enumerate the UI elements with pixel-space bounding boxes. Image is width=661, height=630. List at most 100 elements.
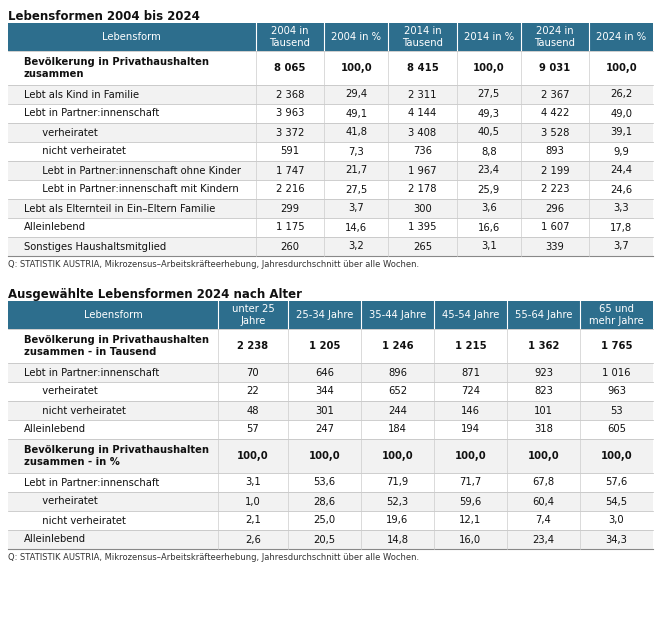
Text: 49,0: 49,0 xyxy=(610,108,632,118)
Text: 41,8: 41,8 xyxy=(345,127,368,137)
Text: 646: 646 xyxy=(315,367,334,377)
Text: 1 246: 1 246 xyxy=(381,341,413,351)
Text: 55-64 Jahre: 55-64 Jahre xyxy=(515,310,572,320)
Text: Ausgewählte Lebensformen 2024 nach Alter: Ausgewählte Lebensformen 2024 nach Alter xyxy=(8,288,302,301)
Text: 9,9: 9,9 xyxy=(613,147,629,156)
Bar xyxy=(8,530,653,549)
Text: Lebt in Partner:innenschaft mit Kindern: Lebt in Partner:innenschaft mit Kindern xyxy=(36,185,239,195)
Text: 1 607: 1 607 xyxy=(541,222,569,232)
Text: Lebt in Partner:innenschaft: Lebt in Partner:innenschaft xyxy=(24,108,159,118)
Text: 53,6: 53,6 xyxy=(313,478,335,488)
Text: verheiratet: verheiratet xyxy=(36,127,98,137)
Text: 3,1: 3,1 xyxy=(245,478,261,488)
Text: Lebt in Partner:innenschaft: Lebt in Partner:innenschaft xyxy=(24,367,159,377)
Text: 14,8: 14,8 xyxy=(387,534,408,544)
Text: Lebensform: Lebensform xyxy=(102,32,161,42)
Bar xyxy=(8,23,653,51)
Text: 1 016: 1 016 xyxy=(602,367,631,377)
Text: 247: 247 xyxy=(315,425,334,435)
Text: Bevölkerung in Privathaushalten
zusammen - in %: Bevölkerung in Privathaushalten zusammen… xyxy=(24,445,209,467)
Text: 100,0: 100,0 xyxy=(455,451,486,461)
Text: 60,4: 60,4 xyxy=(533,496,555,507)
Text: 28,6: 28,6 xyxy=(313,496,335,507)
Bar xyxy=(8,142,653,161)
Text: 14,6: 14,6 xyxy=(345,222,368,232)
Bar xyxy=(8,180,653,199)
Text: 57: 57 xyxy=(247,425,259,435)
Text: 3,7: 3,7 xyxy=(348,203,364,214)
Text: 296: 296 xyxy=(545,203,564,214)
Text: nicht verheiratet: nicht verheiratet xyxy=(36,515,126,525)
Text: 893: 893 xyxy=(545,147,564,156)
Text: 59,6: 59,6 xyxy=(459,496,482,507)
Text: 3,7: 3,7 xyxy=(613,241,629,251)
Text: 3 408: 3 408 xyxy=(408,127,436,137)
Text: Alleinlebend: Alleinlebend xyxy=(24,222,86,232)
Text: 24,4: 24,4 xyxy=(610,166,632,176)
Text: 16,0: 16,0 xyxy=(459,534,481,544)
Text: Lebt als Kind in Familie: Lebt als Kind in Familie xyxy=(24,89,139,100)
Text: 2 223: 2 223 xyxy=(541,185,569,195)
Text: 27,5: 27,5 xyxy=(345,185,368,195)
Text: 823: 823 xyxy=(534,386,553,396)
Text: 101: 101 xyxy=(534,406,553,416)
Bar xyxy=(8,473,653,492)
Text: 40,5: 40,5 xyxy=(478,127,500,137)
Text: 652: 652 xyxy=(388,386,407,396)
Text: Alleinlebend: Alleinlebend xyxy=(24,534,86,544)
Text: 2 178: 2 178 xyxy=(408,185,437,195)
Text: 100,0: 100,0 xyxy=(237,451,269,461)
Text: 70: 70 xyxy=(247,367,259,377)
Text: 591: 591 xyxy=(280,147,299,156)
Text: 100,0: 100,0 xyxy=(605,63,637,73)
Text: 35-44 Jahre: 35-44 Jahre xyxy=(369,310,426,320)
Text: 16,6: 16,6 xyxy=(478,222,500,232)
Text: 1 395: 1 395 xyxy=(408,222,437,232)
Text: 265: 265 xyxy=(413,241,432,251)
Text: 7,4: 7,4 xyxy=(535,515,551,525)
Text: 1 967: 1 967 xyxy=(408,166,437,176)
Text: 4 422: 4 422 xyxy=(541,108,569,118)
Bar xyxy=(8,85,653,104)
Text: 100,0: 100,0 xyxy=(473,63,504,73)
Bar xyxy=(8,301,653,329)
Text: 100,0: 100,0 xyxy=(381,451,413,461)
Text: 318: 318 xyxy=(534,425,553,435)
Text: 49,1: 49,1 xyxy=(345,108,368,118)
Text: 8 415: 8 415 xyxy=(407,63,438,73)
Text: 344: 344 xyxy=(315,386,334,396)
Text: 19,6: 19,6 xyxy=(386,515,408,525)
Bar xyxy=(8,382,653,401)
Text: 963: 963 xyxy=(607,386,626,396)
Text: 1 205: 1 205 xyxy=(309,341,340,351)
Bar xyxy=(8,161,653,180)
Text: 736: 736 xyxy=(413,147,432,156)
Text: 22: 22 xyxy=(247,386,259,396)
Bar xyxy=(8,420,653,439)
Text: 339: 339 xyxy=(545,241,564,251)
Text: 57,6: 57,6 xyxy=(605,478,627,488)
Text: Bevölkerung in Privathaushalten
zusammen - in Tausend: Bevölkerung in Privathaushalten zusammen… xyxy=(24,335,209,357)
Text: 23,4: 23,4 xyxy=(478,166,500,176)
Text: 896: 896 xyxy=(388,367,407,377)
Text: 2 216: 2 216 xyxy=(276,185,304,195)
Bar xyxy=(8,218,653,237)
Text: 299: 299 xyxy=(280,203,299,214)
Text: 605: 605 xyxy=(607,425,626,435)
Text: 25,9: 25,9 xyxy=(478,185,500,195)
Text: 724: 724 xyxy=(461,386,480,396)
Text: 3,2: 3,2 xyxy=(348,241,364,251)
Text: 17,8: 17,8 xyxy=(610,222,633,232)
Bar xyxy=(8,123,653,142)
Text: unter 25
Jahre: unter 25 Jahre xyxy=(231,304,274,326)
Text: 1 765: 1 765 xyxy=(601,341,632,351)
Text: Lebensformen 2004 bis 2024: Lebensformen 2004 bis 2024 xyxy=(8,10,200,23)
Bar xyxy=(8,104,653,123)
Text: Lebt in Partner:innenschaft ohne Kinder: Lebt in Partner:innenschaft ohne Kinder xyxy=(36,166,241,176)
Text: 301: 301 xyxy=(315,406,334,416)
Text: 923: 923 xyxy=(534,367,553,377)
Text: 2 238: 2 238 xyxy=(237,341,268,351)
Text: 20,5: 20,5 xyxy=(313,534,335,544)
Text: 67,8: 67,8 xyxy=(532,478,555,488)
Text: nicht verheiratet: nicht verheiratet xyxy=(36,406,126,416)
